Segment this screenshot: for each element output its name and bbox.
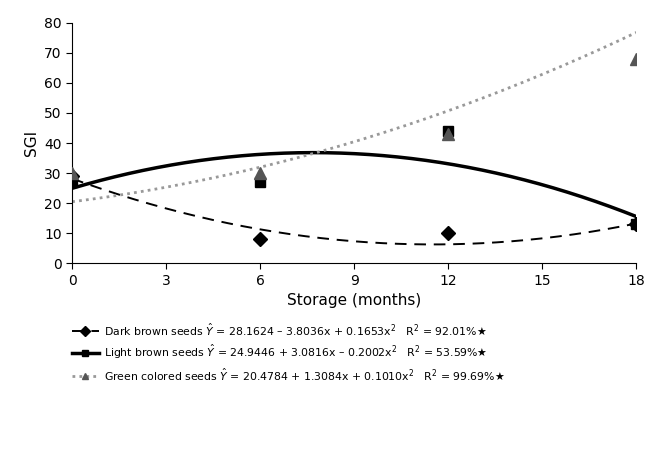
- X-axis label: Storage (months): Storage (months): [287, 293, 421, 308]
- Y-axis label: SGI: SGI: [24, 130, 39, 156]
- Legend: Dark brown seeds $\hat{Y}$ = 28.1624 – 3.8036x + 0.1653x$^{2}$   R$^{2}$ = 92.01: Dark brown seeds $\hat{Y}$ = 28.1624 – 3…: [72, 322, 506, 382]
